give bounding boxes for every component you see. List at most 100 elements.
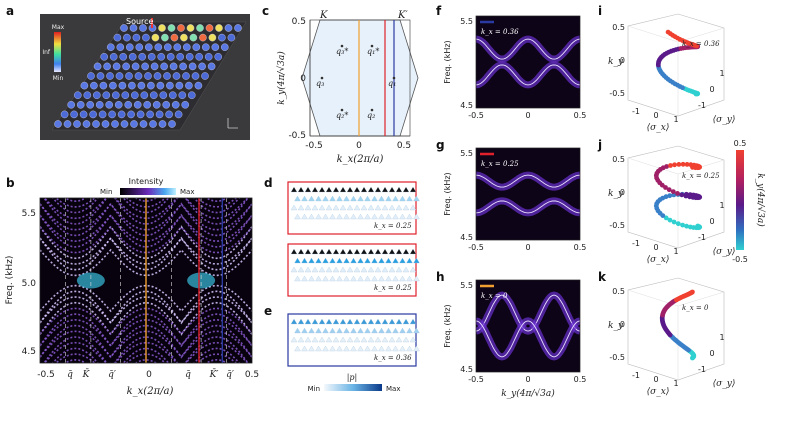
resonator-dot bbox=[185, 53, 194, 61]
resonator-dot bbox=[234, 24, 242, 32]
resonator-dot bbox=[82, 120, 91, 128]
resonator-dot bbox=[86, 101, 95, 109]
freq-axis-label: Freq. (kHz) bbox=[443, 40, 452, 83]
resonator-dot bbox=[189, 33, 198, 42]
resonator-dot bbox=[167, 24, 176, 32]
xtick: 0 bbox=[525, 243, 530, 252]
spin-point bbox=[670, 189, 676, 194]
lattice-site bbox=[409, 266, 417, 273]
panel-k-label: k bbox=[598, 270, 606, 284]
lattice-site bbox=[367, 186, 375, 193]
lattice-site bbox=[325, 248, 333, 255]
ytick: 4.5 bbox=[460, 365, 473, 374]
spin-point bbox=[675, 221, 681, 227]
lattice-site bbox=[329, 195, 336, 202]
lattice-site bbox=[294, 195, 301, 202]
lattice-site bbox=[399, 345, 406, 352]
resonator-dot bbox=[131, 91, 139, 99]
svg-text:q̄: q̄ bbox=[67, 370, 73, 380]
lattice-site bbox=[395, 204, 403, 211]
resonator-dot bbox=[156, 81, 165, 90]
resonator-dot bbox=[114, 101, 123, 109]
lattice-site bbox=[381, 336, 389, 343]
lattice-site bbox=[413, 345, 420, 352]
lattice-site bbox=[343, 195, 350, 202]
lattice-site bbox=[325, 204, 333, 211]
lattice-site bbox=[297, 204, 305, 211]
spin-point bbox=[663, 194, 669, 200]
box-frame bbox=[627, 277, 725, 381]
bulk-band bbox=[40, 213, 252, 248]
lattice-site bbox=[346, 336, 354, 343]
spin-point bbox=[675, 191, 680, 196]
svg-text:Max: Max bbox=[52, 24, 65, 31]
lattice-site bbox=[409, 186, 417, 193]
lattice-site bbox=[374, 318, 382, 325]
spin-point bbox=[684, 223, 689, 229]
panel-k-spin-texture: k_x = 0k_y0.50-0.5-1 0 1-101⟨σ_x⟩⟨σ_y⟩ bbox=[608, 277, 735, 397]
lattice-site bbox=[406, 345, 413, 352]
lattice-site bbox=[395, 248, 403, 255]
spin-point bbox=[664, 164, 669, 169]
lattice-site bbox=[301, 257, 308, 264]
resonator-dot bbox=[166, 53, 175, 61]
resonator-dot bbox=[220, 43, 229, 52]
resonator-dot bbox=[112, 62, 121, 71]
panel-i-spin-texture: k_x = 0.36k_y0.50-0.5-1 0 1-101⟨σ_x⟩⟨σ_y⟩ bbox=[608, 13, 735, 133]
ztick: 0 bbox=[620, 320, 625, 329]
resonator-dot bbox=[102, 91, 111, 99]
lattice-site bbox=[388, 248, 396, 255]
lattice-site bbox=[378, 213, 385, 220]
lattice-site bbox=[311, 204, 319, 211]
resonator-dot bbox=[107, 43, 115, 52]
kx-annotation: k_x = 0.36 bbox=[682, 40, 720, 48]
ky-colorbar: 0.5 -0.5 k_y(4π/√3a) bbox=[732, 139, 766, 264]
lattice-site bbox=[301, 195, 308, 202]
resonator-dot bbox=[109, 81, 117, 90]
resonator-dot bbox=[132, 33, 141, 42]
lattice-site bbox=[392, 213, 399, 220]
svg-text:Intensity: Intensity bbox=[129, 177, 164, 186]
lattice-site bbox=[374, 204, 382, 211]
lattice-site bbox=[336, 195, 343, 202]
bulk-band bbox=[40, 301, 252, 336]
lattice-site bbox=[353, 318, 361, 325]
lattice-site bbox=[350, 275, 357, 282]
lattice-site bbox=[395, 186, 403, 193]
panel-b-dispersion-plot: Intensity Min Max Freq. (kHz) 5.5 5.0 4.… bbox=[5, 177, 259, 397]
svg-text:-0.5: -0.5 bbox=[288, 131, 306, 141]
svg-text:Inf: Inf bbox=[42, 49, 51, 56]
spectral-band-line bbox=[476, 174, 580, 188]
lattice-site bbox=[339, 186, 347, 193]
lattice-site bbox=[392, 345, 399, 352]
bulk-band bbox=[43, 336, 249, 363]
ytick: 5.5 bbox=[460, 281, 473, 290]
lattice-site bbox=[297, 318, 305, 325]
spin-point bbox=[687, 194, 693, 200]
lattice-site bbox=[290, 336, 298, 343]
lattice-site bbox=[388, 204, 396, 211]
svg-text:q₃*: q₃* bbox=[336, 47, 348, 56]
resonator-dot bbox=[171, 101, 180, 109]
lattice-site bbox=[332, 204, 340, 211]
resonator-dot bbox=[133, 101, 142, 109]
lattice-site bbox=[381, 248, 389, 255]
xtick: -0.5 bbox=[468, 243, 484, 252]
panel-f-spectrum: k_x = 0.36 Freq. (kHz) 5.5 4.5-0.5 0 0.5 bbox=[443, 15, 586, 120]
resonator-dot bbox=[120, 120, 129, 128]
lattice-site bbox=[378, 257, 385, 264]
lattice-site bbox=[343, 327, 350, 334]
resonator-dot bbox=[135, 43, 144, 52]
lattice-site bbox=[385, 195, 392, 202]
lattice-site bbox=[374, 336, 382, 343]
ytick: 1 bbox=[719, 201, 724, 210]
ytick: 1 bbox=[719, 333, 724, 342]
resonator-dot bbox=[204, 53, 213, 61]
ytick: -1 bbox=[698, 233, 706, 242]
lattice-site bbox=[294, 275, 301, 282]
lattice-site bbox=[315, 345, 322, 352]
resonator-dot bbox=[70, 110, 78, 119]
lattice-site bbox=[343, 275, 350, 282]
lattice-site bbox=[367, 318, 375, 325]
ytick: 0 bbox=[709, 349, 714, 358]
